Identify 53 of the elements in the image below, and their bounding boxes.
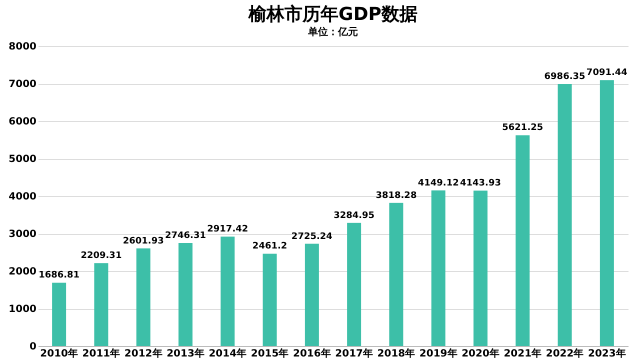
bar — [178, 243, 192, 346]
data-label: 1686.81 — [38, 270, 80, 281]
bar — [220, 236, 235, 346]
bar — [474, 190, 488, 346]
x-tick-label: 2015年 — [250, 348, 289, 360]
x-tick-label: 2021年 — [504, 348, 542, 360]
data-label: 2209.31 — [80, 251, 122, 262]
data-label: 3818.28 — [376, 190, 417, 201]
x-tick-label: 2017年 — [335, 348, 373, 360]
bar — [389, 202, 404, 346]
y-tick-label: 5000 — [8, 154, 37, 165]
data-label: 2601.93 — [122, 236, 164, 246]
y-tick-label: 8000 — [8, 42, 37, 52]
data-label: 4149.12 — [418, 178, 459, 188]
data-label: 3284.95 — [334, 210, 375, 221]
y-tick-label: 1000 — [8, 304, 37, 315]
chart-subtitle: 单位：亿元 — [307, 26, 358, 38]
x-tick-label: 2014年 — [208, 348, 247, 360]
y-tick-label: 4000 — [8, 192, 37, 202]
x-tick-label: 2011年 — [82, 348, 120, 360]
bar — [558, 84, 572, 346]
bar — [136, 248, 150, 346]
x-tick-label: 2012年 — [124, 348, 162, 360]
bar — [52, 282, 66, 346]
data-label: 2461.2 — [252, 242, 288, 252]
bar — [431, 190, 446, 346]
x-tick-label: 2010年 — [40, 348, 78, 360]
x-tick-label: 2019年 — [419, 348, 458, 360]
data-label: 6986.35 — [544, 72, 586, 82]
x-tick-label: 2023年 — [588, 348, 626, 360]
y-tick-label: 6000 — [8, 116, 37, 128]
data-label: 2725.24 — [291, 232, 332, 242]
bar — [600, 80, 614, 346]
data-label: 4143.93 — [460, 178, 501, 189]
data-label: 2917.42 — [207, 224, 248, 235]
data-label: 7091.44 — [586, 68, 628, 78]
data-label: 5621.25 — [502, 123, 544, 134]
y-tick-label: 7000 — [8, 79, 37, 90]
bar — [94, 263, 108, 346]
x-tick-label: 2022年 — [546, 348, 584, 360]
y-tick-label: 3000 — [8, 229, 37, 240]
chart-title: 榆林市历年GDP数据 — [248, 4, 418, 25]
bar — [347, 222, 362, 346]
x-tick-label: 2018年 — [377, 348, 416, 360]
bar — [516, 135, 530, 346]
y-tick-label: 2000 — [8, 266, 37, 278]
x-tick-label: 2013年 — [166, 348, 204, 360]
x-tick-label: 2016年 — [293, 348, 331, 360]
bar — [262, 254, 277, 346]
x-tick-label: 2020年 — [462, 348, 500, 360]
data-label: 2746.31 — [165, 231, 206, 242]
y-tick-label: 0 — [30, 342, 37, 352]
bar — [304, 244, 319, 346]
